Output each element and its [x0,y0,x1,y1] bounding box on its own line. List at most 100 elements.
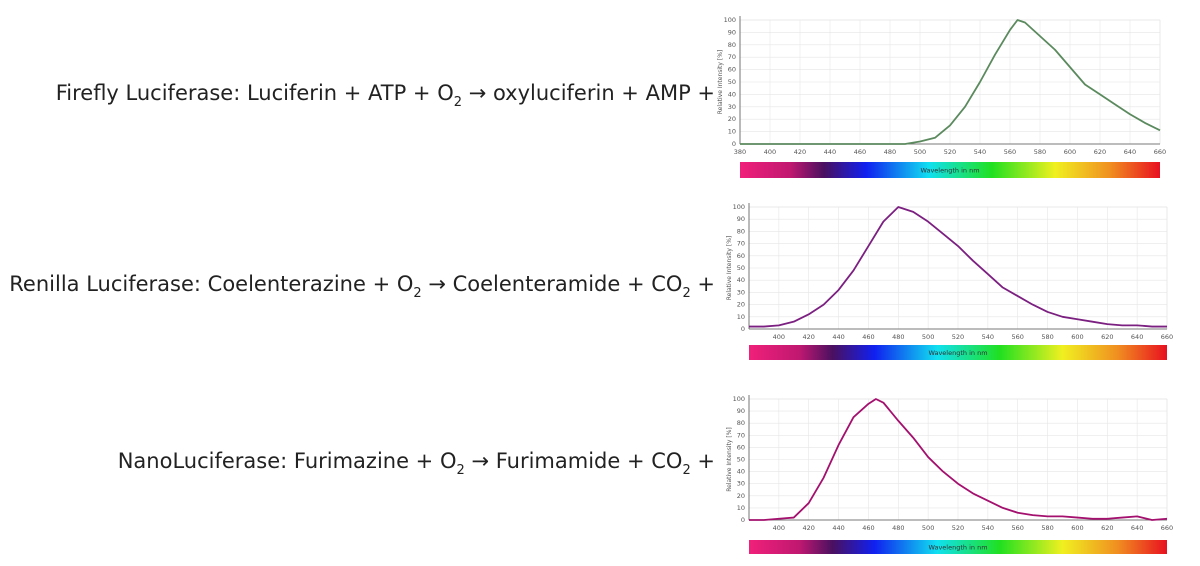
y-tick-label: 80 [737,419,745,427]
subscript: 2 [456,463,464,478]
y-tick-label: 20 [737,492,745,500]
y-tick-label: 100 [733,395,745,403]
x-tick-label: 620 [1101,524,1113,532]
x-tick-label: 640 [1131,524,1143,532]
x-tick-label: 620 [1101,333,1113,341]
x-tick-label: 380 [734,148,746,156]
spectrum-label: Wavelength in nm [920,167,979,175]
x-tick-label: 560 [1012,524,1024,532]
x-tick-label: 460 [862,333,874,341]
x-tick-label: 400 [773,524,785,532]
y-tick-label: 60 [737,443,745,451]
y-tick-label: 80 [737,227,745,235]
x-tick-label: 660 [1161,524,1173,532]
line-series [749,398,1168,521]
y-tick-label: 30 [737,480,745,488]
y-tick-label: 0 [741,516,745,524]
x-tick-label: 440 [824,148,836,156]
x-tick-label: 440 [832,333,844,341]
x-tick-label: 480 [884,148,896,156]
y-axis-label: Relative Intensity [%] [717,50,724,115]
x-tick-label: 520 [952,333,964,341]
y-tick-label: 80 [728,41,736,49]
x-tick-label: 520 [944,148,956,156]
spectrum-bar [749,540,1167,554]
equation: Firefly Luciferase: Luciferin + ATP + O2… [56,81,715,110]
equation-text: Renilla Luciferase: Coelenterazine + O [9,272,413,296]
x-tick-label: 620 [1094,148,1106,156]
y-tick-label: 20 [737,301,745,309]
y-tick-label: 100 [724,16,736,24]
subscript: 2 [682,463,690,478]
y-tick-label: 0 [732,140,736,148]
spectrum-label: Wavelength in nm [928,544,987,552]
x-tick-label: 540 [982,333,994,341]
y-tick-label: 10 [737,504,745,512]
x-tick-label: 560 [1012,333,1024,341]
y-tick-label: 10 [728,128,736,136]
x-tick-label: 540 [982,524,994,532]
x-tick-label: 420 [803,524,815,532]
x-tick-label: 600 [1064,148,1076,156]
equation-text: → Furimamide + CO [465,449,683,473]
line-series [740,19,1161,145]
y-tick-label: 40 [737,276,745,284]
equation-text: + [691,272,715,296]
y-axis-label: Relative Intensity [%] [726,427,733,492]
y-tick-label: 60 [737,252,745,260]
subscript: 2 [454,95,462,110]
y-tick-label: 70 [737,431,745,439]
x-tick-label: 660 [1161,333,1173,341]
x-tick-label: 520 [952,524,964,532]
x-tick-label: 480 [892,333,904,341]
x-tick-label: 480 [892,524,904,532]
x-tick-label: 580 [1041,333,1053,341]
y-tick-label: 10 [737,313,745,321]
x-tick-label: 660 [1154,148,1166,156]
x-tick-label: 600 [1071,524,1083,532]
y-tick-label: 100 [733,203,745,211]
y-tick-label: 30 [728,103,736,111]
x-tick-label: 580 [1034,148,1046,156]
x-tick-label: 580 [1041,524,1053,532]
x-tick-label: 420 [803,333,815,341]
y-axis-label: Relative Intensity [%] [726,236,733,301]
x-tick-label: 400 [773,333,785,341]
y-tick-label: 90 [737,215,745,223]
spectrum-bar [740,162,1160,178]
y-tick-label: 30 [737,288,745,296]
y-tick-label: 70 [737,240,745,248]
y-tick-label: 40 [728,90,736,98]
x-tick-label: 500 [922,333,934,341]
x-tick-label: 600 [1071,333,1083,341]
y-tick-label: 40 [737,468,745,476]
line-series [749,206,1167,328]
equation-text: + [691,449,715,473]
y-tick-label: 50 [728,78,736,86]
subscript: 2 [413,286,421,301]
x-tick-label: 460 [862,524,874,532]
equation: NanoLuciferase: Furimazine + O2 → Furima… [118,449,715,478]
equation-text: → oxyluciferin + AMP + [462,81,715,105]
x-tick-label: 420 [794,148,806,156]
x-tick-label: 460 [854,148,866,156]
y-tick-label: 0 [741,325,745,333]
y-tick-label: 70 [728,53,736,61]
equation-text: → Coelenteramide + CO [422,272,683,296]
y-tick-label: 20 [728,115,736,123]
y-tick-label: 90 [737,407,745,415]
equation-text: NanoLuciferase: Furimazine + O [118,449,457,473]
x-tick-label: 400 [764,148,776,156]
y-tick-label: 50 [737,264,745,272]
x-tick-label: 640 [1131,333,1143,341]
x-tick-label: 440 [832,524,844,532]
y-tick-label: 60 [728,66,736,74]
x-tick-label: 560 [1004,148,1016,156]
subscript: 2 [682,286,690,301]
equation: Renilla Luciferase: Coelenterazine + O2 … [9,272,715,301]
x-tick-label: 540 [974,148,986,156]
equation-text: Firefly Luciferase: Luciferin + ATP + O [56,81,454,105]
y-tick-label: 90 [728,28,736,36]
y-tick-label: 50 [737,456,745,464]
